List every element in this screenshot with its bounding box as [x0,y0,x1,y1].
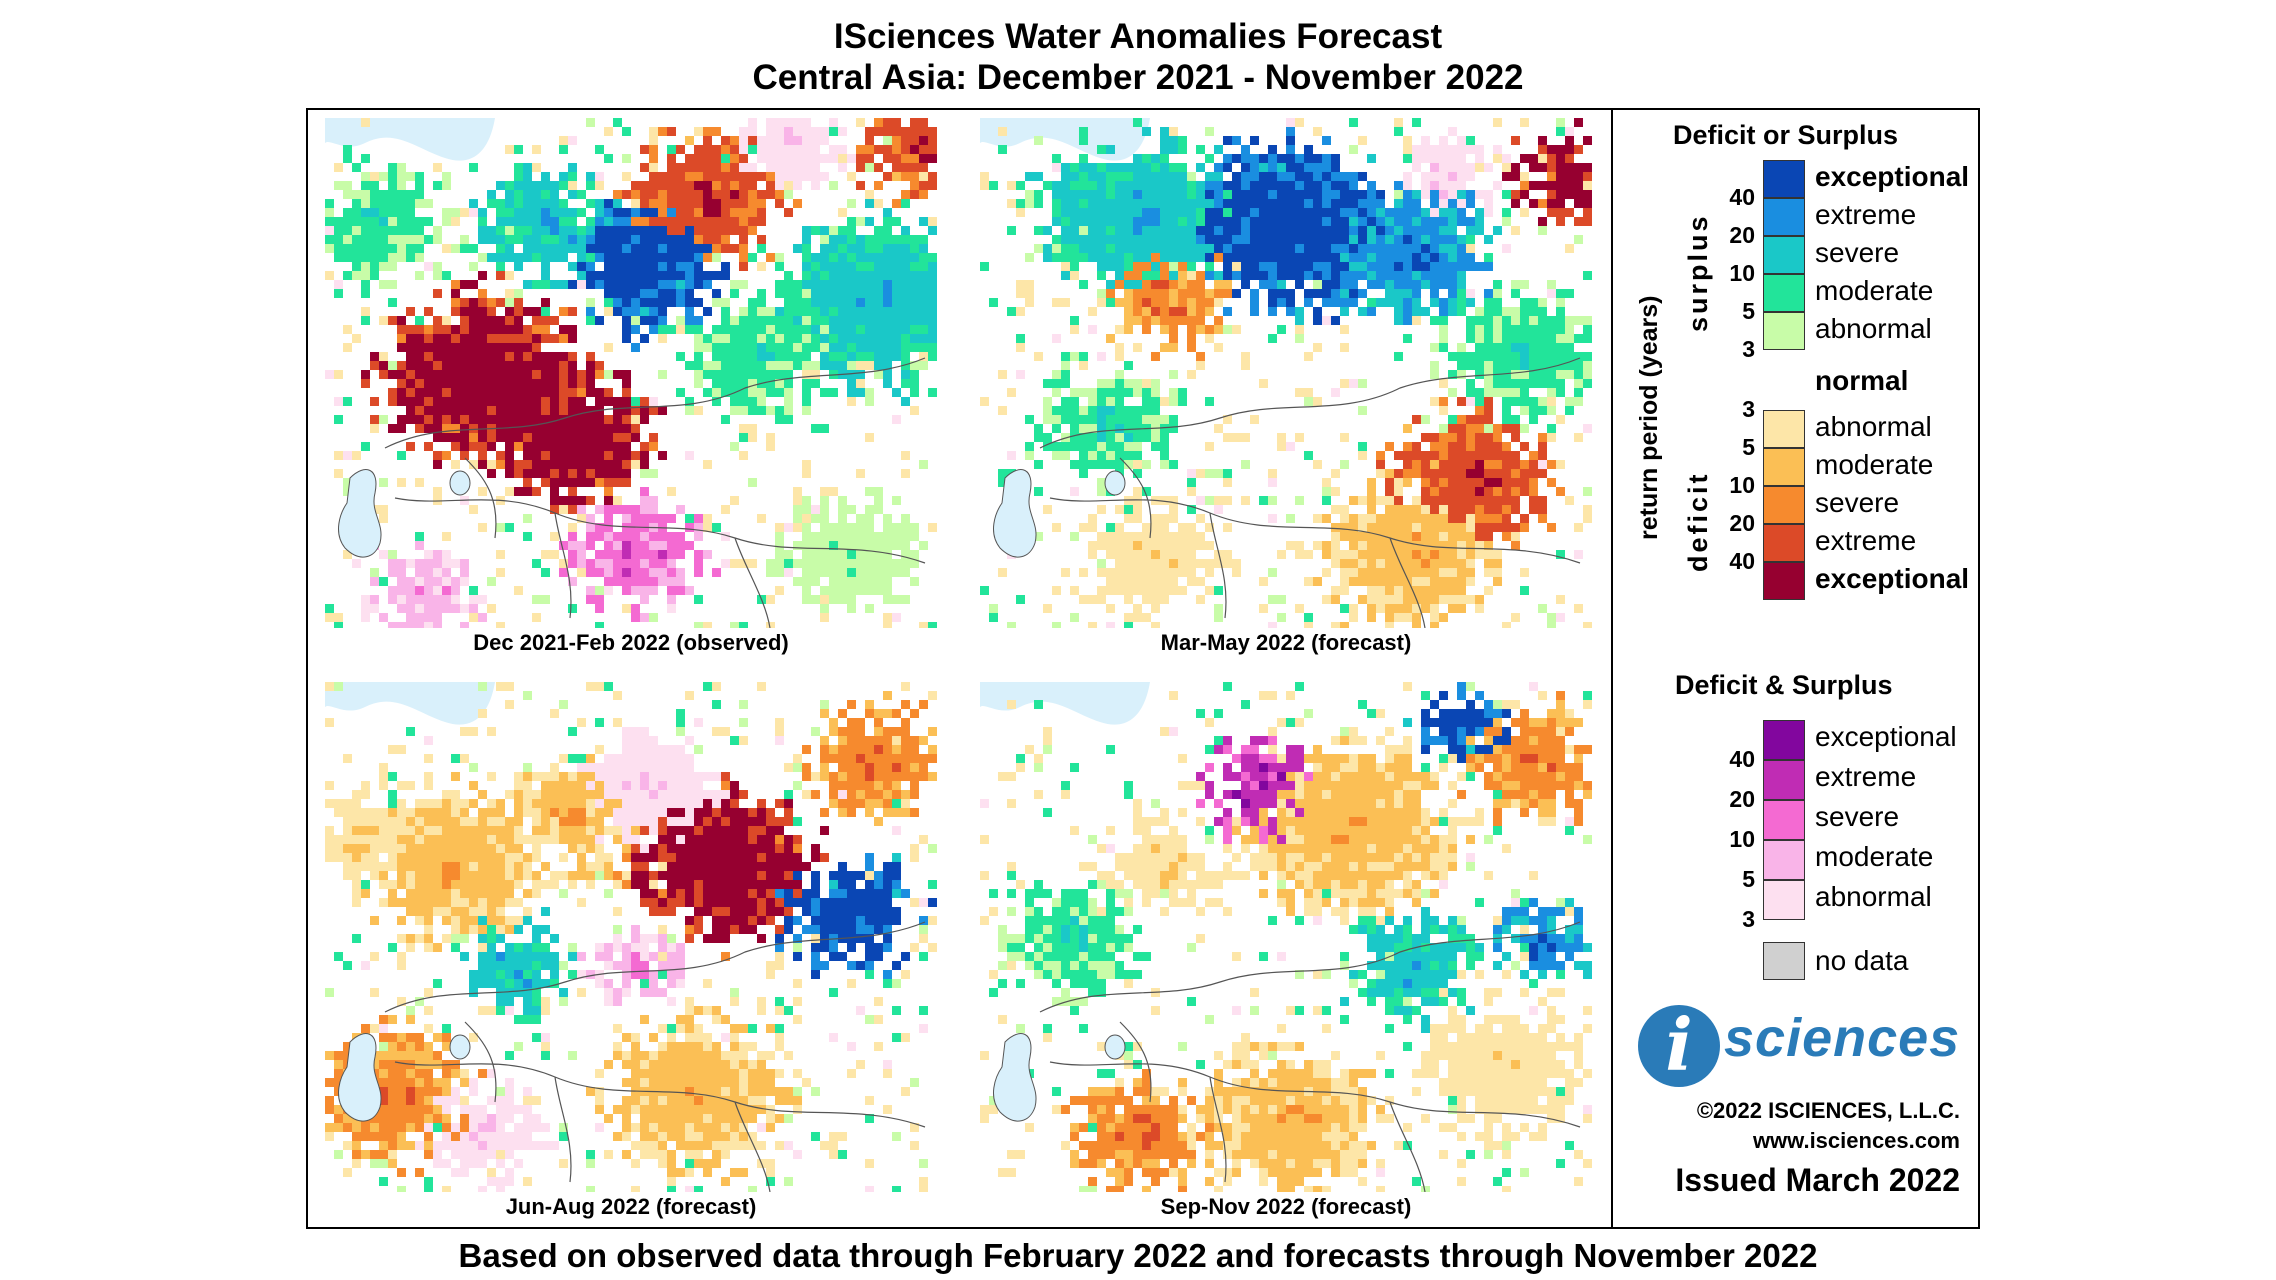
aral-sea [449,1034,471,1060]
deficit-label-4: exceptional [1815,563,1970,594]
arctic-sea [325,682,495,725]
caspian-sea [993,469,1037,558]
aral-sea [1104,470,1126,496]
caspian-sea [993,1033,1037,1122]
deficit-swatch-4 [1763,562,1805,600]
legend-surplus-label: surplus [1683,213,1713,332]
both-tick-4: 3 [1742,906,1755,932]
website: www.isciences.com [1752,1128,1960,1153]
surplus-label-1: extreme [1815,199,1917,230]
surplus-label-0: exceptional [1815,161,1970,192]
main-frame [306,108,1980,1229]
both-tick-3: 5 [1742,866,1755,892]
logo-i-icon: i [1638,1005,1720,1087]
surplus-swatch-3 [1763,274,1805,312]
map-panel-mar-may [980,118,1592,628]
surplus-label-4: abnormal [1815,313,1932,344]
arctic-sea [325,118,495,161]
deficit-label-3: extreme [1815,525,1917,556]
deficit-tick-4: 40 [1729,548,1755,574]
surplus-tick-0: 40 [1729,184,1755,210]
anomaly-raster [980,682,1592,1192]
anomaly-raster [980,118,1592,628]
deficit-label-2: severe [1815,487,1900,518]
legend-deficit-label: deficit [1683,471,1713,572]
legend: Deficit or Surplus return period (years)… [1613,110,1978,1227]
both-tick-1: 20 [1729,786,1755,812]
frame-divider [1611,108,1613,1229]
caption-dec-feb: Dec 2021-Feb 2022 (observed) [473,630,789,655]
surplus-label-2: severe [1815,237,1900,268]
anomaly-raster [325,682,937,1192]
caption-sep-nov: Sep-Nov 2022 (forecast) [1160,1194,1412,1219]
arctic-sea [980,118,1150,161]
map-title-line1: ISciences Water Anomalies Forecast [833,17,1443,56]
deficit-swatch-0 [1763,410,1805,448]
country-borders [1039,357,1581,628]
country-borders [384,921,926,1192]
caspian-sea [338,469,382,558]
both-swatch-0 [1763,720,1805,760]
issued-date: Issued March 2022 [1675,1162,1960,1198]
surplus-tick-4: 3 [1742,336,1755,362]
surplus-swatch-0 [1763,160,1805,198]
deficit-label-0: abnormal [1815,411,1932,442]
anomaly-raster [325,118,937,628]
both-tick-2: 10 [1729,826,1755,852]
both-label-3: moderate [1815,841,1934,872]
surplus-swatch-2 [1763,236,1805,274]
deficit-label-1: moderate [1815,449,1934,480]
logo-text: sciences [1724,1008,1961,1068]
legend-swatch-nodata [1763,942,1805,980]
deficit-tick-1: 5 [1742,434,1755,460]
map-panel-jun-aug [325,682,937,1192]
surplus-tick-2: 10 [1729,260,1755,286]
map-panel-dec-feb [325,118,937,628]
legend-axis-label: return period (years) [1635,295,1663,540]
both-swatch-3 [1763,840,1805,880]
surplus-swatch-4 [1763,312,1805,350]
aral-sea [449,470,471,496]
aral-sea [1104,1034,1126,1060]
legend-title-deficit-surplus: Deficit or Surplus [1673,120,1899,150]
normal-label: normal [1815,365,1909,396]
footer-note: Based on observed data through February … [458,1237,1818,1274]
surplus-label-3: moderate [1815,275,1934,306]
deficit-tick-2: 10 [1729,472,1755,498]
normal-swatch [1763,350,1805,410]
map-title-line2: Central Asia: December 2021 - November 2… [752,58,1524,97]
deficit-swatch-3 [1763,524,1805,562]
deficit-tick-3: 20 [1729,510,1755,536]
surplus-tick-3: 5 [1742,298,1755,324]
both-tick-0: 40 [1729,746,1755,772]
arctic-sea [980,682,1150,725]
deficit-tick-0: 3 [1742,396,1755,422]
map-panel-sep-nov [980,682,1592,1192]
country-borders [1039,921,1581,1192]
legend-title-both: Deficit & Surplus [1675,670,1893,700]
both-label-0: exceptional [1815,721,1957,752]
both-label-2: severe [1815,801,1900,832]
legend-label-nodata: no data [1815,945,1909,976]
country-borders [384,357,926,628]
caption-mar-may: Mar-May 2022 (forecast) [1160,630,1412,655]
caption-jun-aug: Jun-Aug 2022 (forecast) [505,1194,757,1219]
both-swatch-4 [1763,880,1805,920]
copyright: ©2022 ISCIENCES, L.L.C. [1696,1098,1960,1123]
both-swatch-2 [1763,800,1805,840]
caspian-sea [338,1033,382,1122]
both-label-1: extreme [1815,761,1917,792]
surplus-swatch-1 [1763,198,1805,236]
both-swatch-1 [1763,760,1805,800]
surplus-tick-1: 20 [1729,222,1755,248]
both-label-4: abnormal [1815,881,1932,912]
deficit-swatch-1 [1763,448,1805,486]
deficit-swatch-2 [1763,486,1805,524]
